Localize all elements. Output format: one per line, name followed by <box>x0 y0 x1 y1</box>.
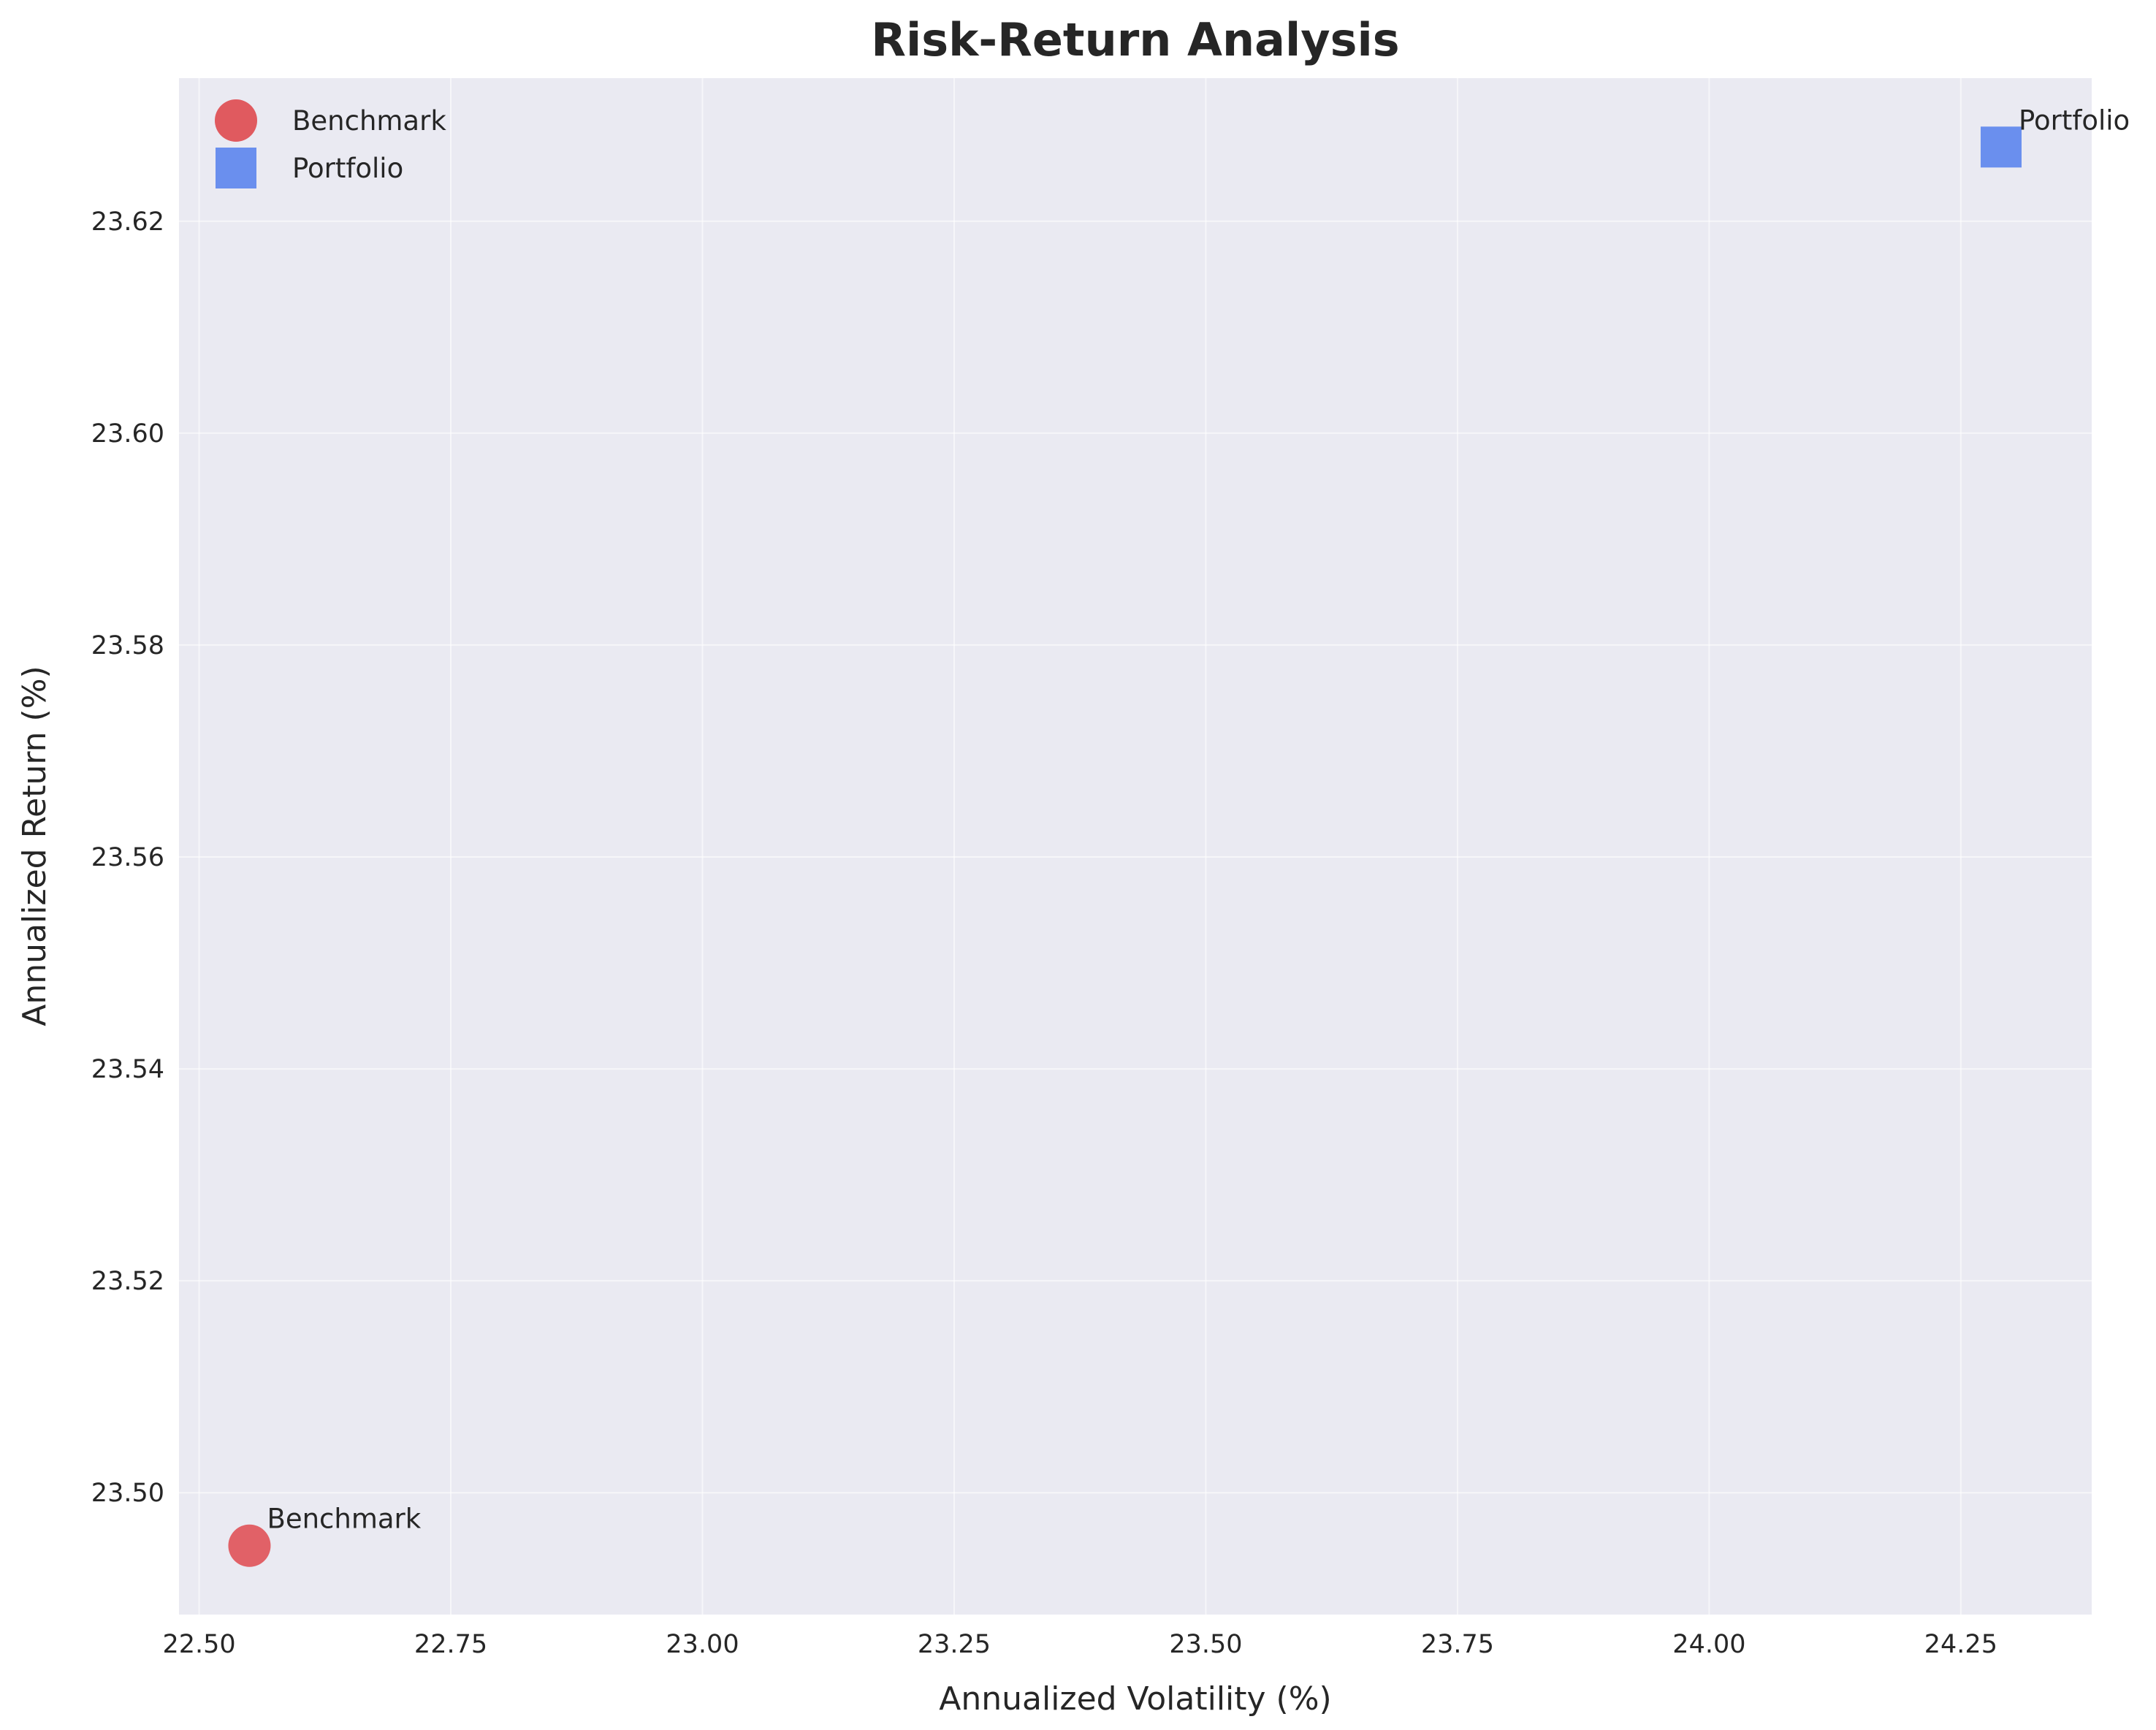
y-tick-label: 23.50 <box>91 1479 164 1508</box>
y-tick-label: 23.60 <box>91 419 164 449</box>
x-tick-label: 24.00 <box>1672 1630 1745 1659</box>
point-annotations: Benchmark Portfolio <box>267 104 2130 1534</box>
grid-lines <box>179 78 2092 1615</box>
portfolio-point <box>1980 126 2022 168</box>
x-axis-label: Annualized Volatility (%) <box>939 1680 1331 1718</box>
legend-label: Benchmark <box>292 105 446 137</box>
y-tick-labels: 23.50 23.52 23.54 23.56 23.58 23.60 23.62 <box>91 207 164 1508</box>
legend-circle-marker <box>215 99 257 142</box>
y-tick-label: 23.62 <box>91 207 164 237</box>
x-tick-label: 23.50 <box>1169 1630 1242 1659</box>
point-label: Portfolio <box>2019 104 2130 136</box>
x-tick-label: 23.25 <box>918 1630 991 1659</box>
legend-label: Portfolio <box>292 153 403 184</box>
x-tick-label: 23.75 <box>1421 1630 1494 1659</box>
y-tick-label: 23.54 <box>91 1055 164 1084</box>
y-tick-label: 23.52 <box>91 1267 164 1296</box>
y-tick-label: 23.56 <box>91 843 164 872</box>
legend-square-marker <box>216 148 256 188</box>
x-tick-label: 22.50 <box>162 1630 235 1659</box>
x-tick-labels: 22.50 22.75 23.00 23.25 23.50 23.75 24.00 24.25 <box>162 1630 1997 1659</box>
x-tick-label: 22.75 <box>414 1630 487 1659</box>
benchmark-point <box>228 1524 271 1567</box>
point-label: Benchmark <box>267 1504 421 1535</box>
y-axis-label: Annualized Return (%) <box>16 666 53 1026</box>
x-tick-label: 24.25 <box>1924 1630 1997 1659</box>
chart-title: Risk-Return Analysis <box>871 13 1399 66</box>
y-tick-label: 23.58 <box>91 631 164 660</box>
x-tick-label: 23.00 <box>666 1630 739 1659</box>
data-points <box>228 126 2022 1567</box>
legend: Benchmark Portfolio <box>215 99 446 188</box>
plot-area <box>179 78 2092 1615</box>
